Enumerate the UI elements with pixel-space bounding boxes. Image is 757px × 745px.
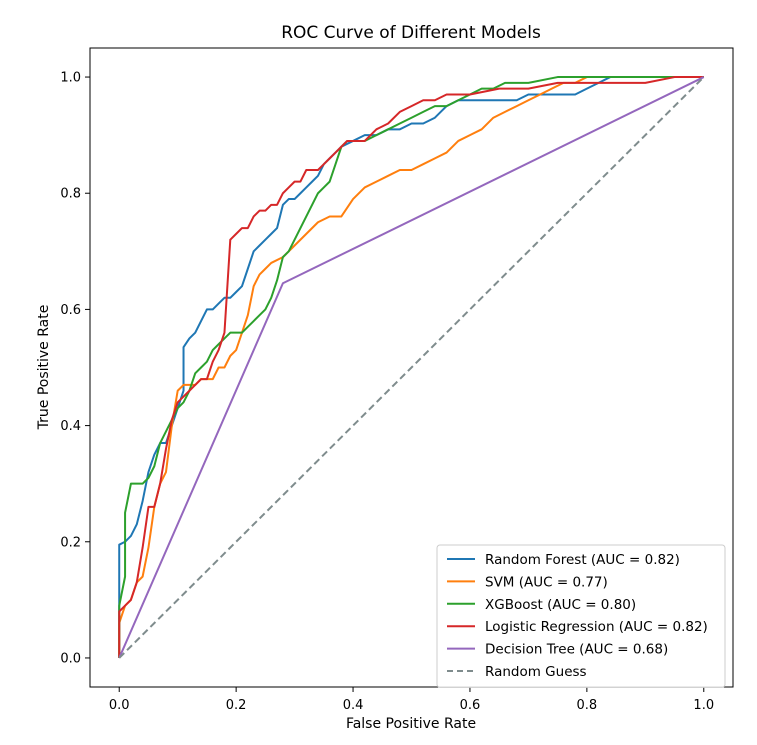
series-line-0 (118, 76, 704, 658)
x-tick-label: 0.2 (226, 698, 247, 713)
x-tick-label: 1.0 (693, 698, 714, 713)
y-tick-label: 0.2 (60, 535, 81, 550)
legend-label-0: Random Forest (AUC = 0.82) (485, 552, 680, 568)
y-tick-label: 0.4 (60, 419, 81, 434)
series-line-5 (118, 76, 705, 659)
y-axis-ticks: 0.0 0.2 0.4 0.6 0.8 1.0 (60, 71, 90, 666)
x-tick-label: 0.4 (343, 698, 364, 713)
legend: Random Forest (AUC = 0.82) SVM (AUC = 0.7… (436, 544, 726, 688)
legend-label-4: Decision Tree (AUC = 0.68) (485, 642, 668, 658)
series-line-2 (118, 76, 704, 658)
legend-label-1: SVM (AUC = 0.77) (485, 574, 608, 590)
legend-box (436, 544, 726, 688)
x-axis-label: False Positive Rate (346, 716, 476, 732)
y-tick-label: 0.0 (60, 651, 81, 666)
series-line-3 (118, 76, 704, 658)
chart-title: ROC Curve of Different Models (281, 23, 541, 43)
series-line-4 (118, 76, 705, 659)
x-tick-label: 0.0 (109, 698, 130, 713)
y-tick-label: 0.8 (60, 187, 81, 202)
x-tick-label: 0.8 (577, 698, 598, 713)
y-tick-label: 0.6 (60, 303, 81, 318)
plot-frame (89, 47, 734, 688)
y-axis-label: True Positive Rate (36, 305, 52, 431)
x-axis-ticks: 0.0 0.2 0.4 0.6 0.8 1.0 (109, 687, 714, 713)
y-tick-label: 1.0 (60, 71, 81, 86)
x-tick-label: 0.6 (460, 698, 481, 713)
plot-area (118, 76, 705, 659)
legend-label-2: XGBoost (AUC = 0.80) (485, 597, 636, 613)
legend-label-3: Logistic Regression (AUC = 0.82) (485, 619, 708, 635)
legend-label-5: Random Guess (485, 664, 587, 680)
